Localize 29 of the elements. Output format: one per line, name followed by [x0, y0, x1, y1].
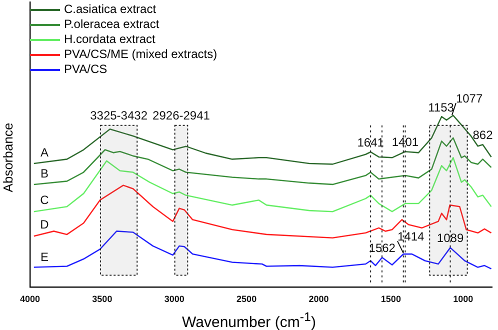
x-tick-label: 3500: [92, 294, 112, 304]
band-label: 2926-2941: [152, 108, 210, 123]
annotation: A: [40, 146, 48, 160]
x-tick-label: 1000: [453, 294, 474, 304]
annotation: 1641: [357, 135, 384, 150]
annotation: 1562: [368, 240, 396, 255]
annotation: D: [40, 217, 50, 232]
annotation: C: [40, 193, 50, 208]
x-tick-label: 2000: [308, 294, 329, 304]
legend-label: PVA/CS: [64, 62, 108, 77]
annotation: 862: [472, 128, 494, 142]
band-label: 3325-3432: [90, 108, 148, 123]
annotation: E: [40, 250, 48, 264]
annotation: B: [40, 166, 48, 181]
legend-label: P.oleracea extract: [64, 17, 160, 32]
x-tick-label: 2500: [236, 294, 257, 304]
annotation: 1153: [428, 100, 454, 114]
annotation: 1077: [456, 91, 483, 106]
y-axis-title: Absorbance: [0, 122, 16, 194]
x-axis-title: Wavenumber (cm$^{-1}$): [181, 310, 317, 330]
legend-label: H.cordata extract: [64, 32, 156, 47]
legend-label: PVA/CS/ME (mixed extracts): [64, 47, 218, 62]
annotation: 1401: [392, 134, 419, 149]
annotation: 1414: [397, 229, 424, 244]
x-tick-label: 1500: [380, 294, 401, 304]
x-tick-label: 4000: [20, 294, 40, 304]
x-tick-label: 3000: [164, 294, 184, 304]
legend-label: C.asiatica extract: [64, 2, 156, 17]
annotation: 1089: [436, 230, 464, 245]
